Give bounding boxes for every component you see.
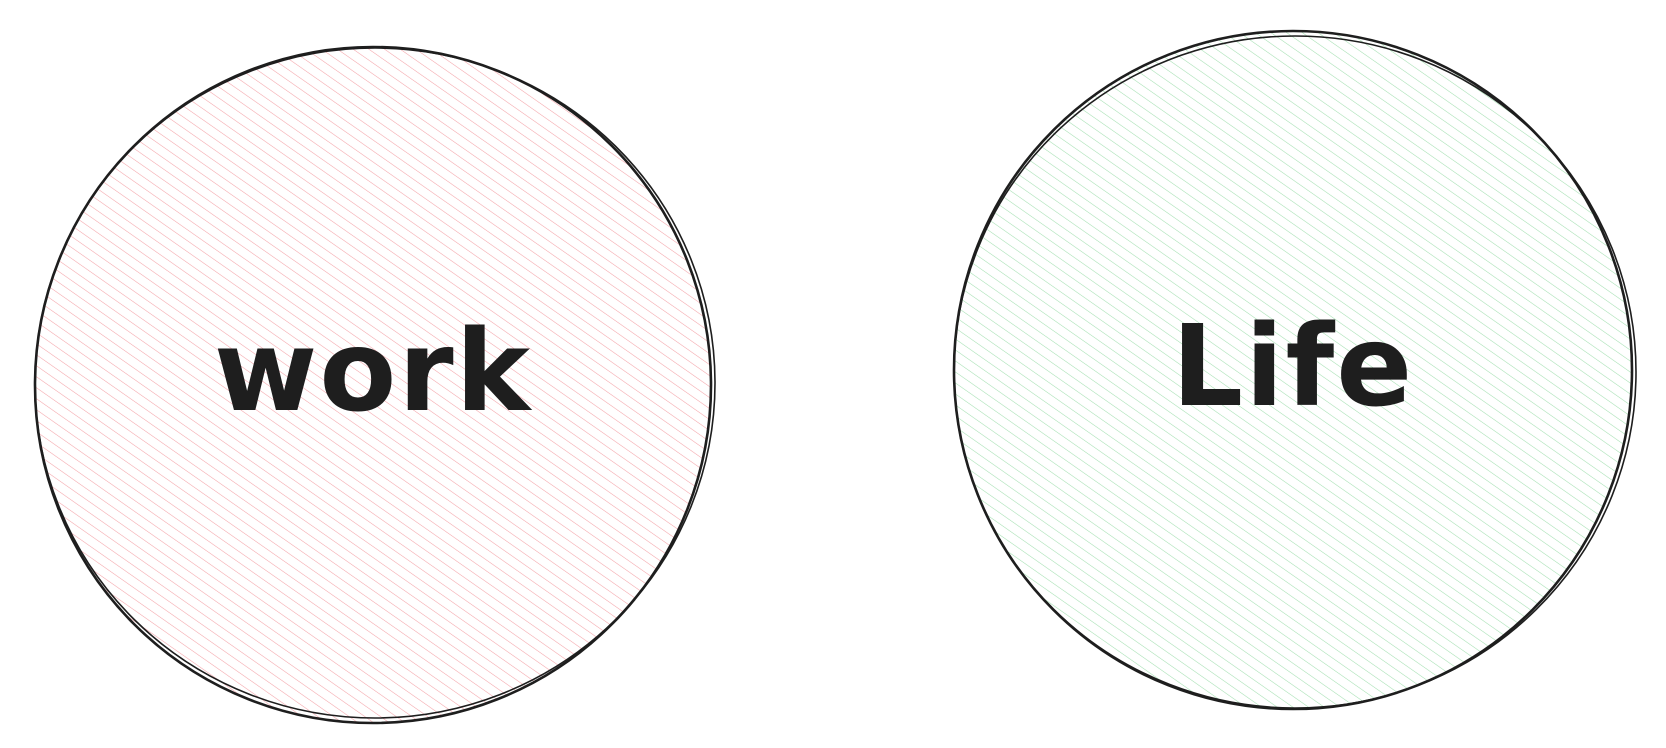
work-circle-fill	[36, 48, 710, 722]
work-label: work	[214, 307, 533, 437]
life-circle-fill	[955, 32, 1631, 708]
work-circle-group[interactable]: work	[33, 45, 716, 725]
life-label: Life	[1172, 302, 1414, 432]
life-circle-outline-sketch	[953, 35, 1637, 709]
life-circle-group[interactable]: Life	[952, 29, 1637, 711]
work-circle-outline-sketch	[34, 47, 716, 719]
